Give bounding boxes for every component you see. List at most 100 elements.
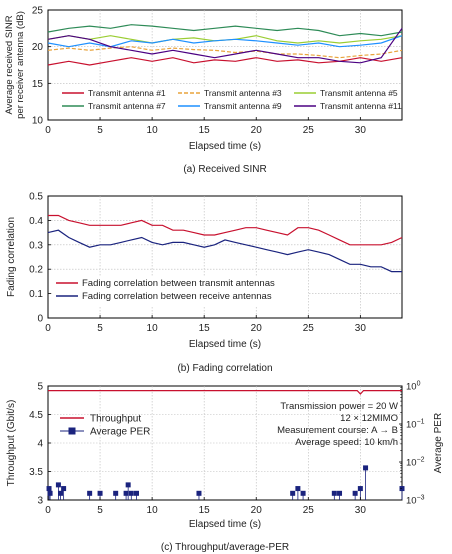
legend-label: Transmit antenna #9 [204,101,282,111]
series-line-2 [47,35,403,44]
annotation-text: 12 × 12MIMO [340,413,398,424]
x-tick-label: 25 [303,505,315,516]
series-group [47,24,403,66]
series-group [47,214,403,273]
legend: Fading correlation between transmit ante… [52,276,308,306]
per-marker [337,490,343,496]
series-line-5 [47,27,403,64]
per-marker [113,490,119,496]
panel-fading-correlation: 0 5 10 15 20 25 30 0 0.1 0.2 0.3 0.4 0.5 Fading corr… [6,192,403,374]
x-tick-label: 5 [97,505,103,516]
x-tick-label: 10 [147,505,159,516]
legend-label: Transmit antenna #5 [320,88,398,98]
per-marker [47,490,53,496]
legend-swatch-per-marker [68,427,76,435]
x-tick-label: 15 [199,323,211,334]
per-marker [46,486,52,492]
legend-label: Transmit antenna #11 [320,101,402,111]
per-marker [352,490,358,496]
x-tick-label: 20 [251,323,263,334]
y-tick-label: 4 [37,439,43,450]
per-marker [331,490,337,496]
series-line-0 [48,390,402,395]
legend: Throughput Average PER [60,414,150,438]
y-tick-label: 0.3 [29,240,43,251]
y-axis-label-line-2: per receiver antenna (dB) [15,11,26,119]
ticks: 0 5 10 15 20 25 30 3 3.5 4 4.5 5 100 10−1 10−2 10−3 [29,381,425,517]
legend-label: Average PER [90,427,150,438]
y-tick-label: 3.5 [29,467,43,478]
x-tick-label: 0 [45,125,51,136]
legend-label: Fading correlation between receive anten… [82,291,272,302]
annotations: Transmission power = 20 W12 × 12MIMOMeas… [277,401,398,448]
x-tick-label: 5 [97,323,103,334]
y-tick-label: 15 [32,79,44,90]
per-marker [97,490,103,496]
x-tick-label: 15 [199,125,211,136]
y-tick-label: 10 [32,116,44,127]
series-line-0 [48,214,403,246]
x-tick-label: 10 [147,125,159,136]
grid [48,386,402,500]
series-group [46,390,405,500]
x-tick-label: 10 [147,323,159,334]
ticks: 0 5 10 15 20 25 30 0 0.1 0.2 0.3 0.4 0.5 [29,192,366,335]
x-tick-label: 25 [303,323,315,334]
x-axis-label: Elapsed time (s) [189,141,261,152]
annotation-text: Transmission power = 20 W [280,401,398,412]
per-marker [125,482,131,488]
y-tick-label: 3 [37,496,43,507]
y-tick-label: 0.2 [29,265,43,276]
y-tick-label: 0.1 [29,289,43,300]
x-tick-label: 30 [355,125,367,136]
ticks: 0 5 10 15 20 25 30 10 15 20 25 [32,6,366,137]
per-marker [128,490,134,496]
per-marker [134,490,139,496]
legend-label: Throughput [90,414,141,425]
series-line-0 [47,57,403,66]
caption-c: (c) Throughput/average-PER [161,542,289,553]
x-tick-label: 30 [355,323,367,334]
y-axis-label-right: Average PER [433,413,444,473]
x-tick-label: 30 [355,505,367,516]
per-marker [61,486,67,492]
y-tick-label: 0.4 [29,216,43,227]
plot-frame [47,195,403,319]
per-marker [357,486,363,492]
y-axis-label: Fading correlation [6,217,17,297]
y-right-tick-label: 100 [406,381,421,393]
legend-background [60,87,400,117]
series-line-3 [47,24,403,37]
annotation-text: Average speed: 10 km/h [295,437,398,448]
per-marker [55,482,61,488]
x-tick-label: 20 [251,125,263,136]
series-line-1 [47,229,402,273]
per-marker [290,490,296,496]
per-marker [87,490,93,496]
y-tick-label: 25 [32,6,44,17]
y-axis-label-line-1: Average received SINR [4,15,15,114]
x-tick-label: 25 [303,125,315,136]
y-right-tick-label: 10−1 [406,419,425,431]
y-right-tick-label: 10−3 [406,495,425,507]
x-tick-label: 0 [45,505,51,516]
per-marker [196,490,202,496]
panel-throughput-per: 0 5 10 15 20 25 30 3 3.5 4 4.5 5 100 10−1 10−2 10−3 Thr… [6,381,444,554]
per-marker [57,490,63,496]
legend-label: Transmit antenna #7 [88,101,166,111]
per-marker [123,490,129,496]
x-tick-label: 15 [199,505,211,516]
per-marker [363,465,369,471]
y-right-tick-label: 10−2 [406,457,425,469]
x-axis-label: Elapsed time (s) [189,339,261,350]
panel-received-sinr: 0 5 10 15 20 25 30 10 15 20 25 Transmit antenna #1… [4,6,403,175]
caption-b: (b) Fading correlation [177,363,272,374]
y-tick-label: 4.5 [29,410,43,421]
legend-label: Fading correlation between transmit ante… [82,278,275,289]
y-axis-label-left: Throughput (Gbit/s) [6,400,17,487]
x-tick-label: 0 [45,323,51,334]
x-tick-label: 5 [97,125,103,136]
y-tick-label: 0 [37,314,43,325]
x-axis-label: Elapsed time (s) [189,519,261,530]
